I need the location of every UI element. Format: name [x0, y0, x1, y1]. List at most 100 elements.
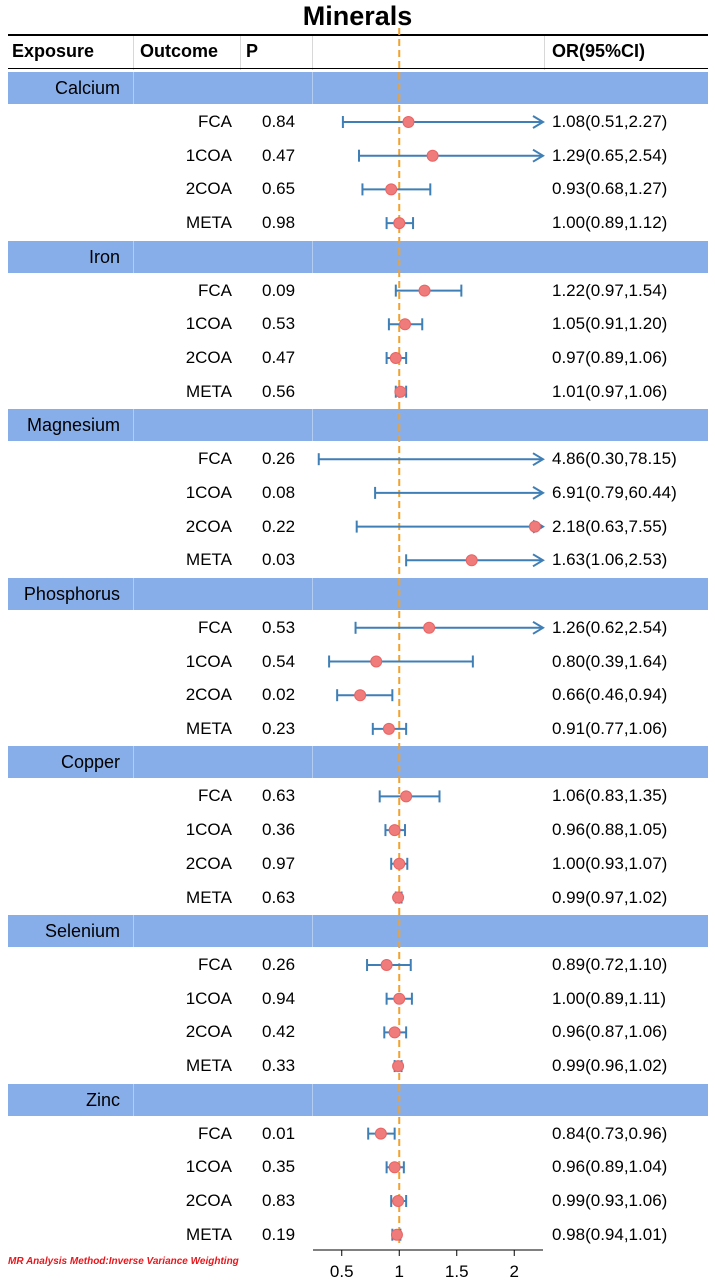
outcome-label: 1COA — [185, 145, 232, 165]
ci-row — [354, 620, 545, 635]
or-ci-value: 2.18(0.63,7.55) — [552, 516, 668, 536]
or-ci-value: 1.00(0.89,1.12) — [552, 213, 668, 233]
band-separator — [312, 409, 313, 442]
or-ci-value: 6.91(0.79,60.44) — [552, 482, 677, 502]
point-estimate — [528, 520, 541, 533]
x-tick-label: 2 — [510, 1262, 519, 1281]
ci-row — [394, 385, 408, 398]
point-estimate — [418, 284, 431, 297]
point-estimate — [394, 385, 407, 398]
ci-row — [385, 1161, 405, 1174]
p-value: 0.02 — [262, 685, 296, 705]
outcome-label: 2COA — [185, 348, 232, 367]
band-separator — [312, 746, 313, 779]
point-estimate — [370, 655, 383, 668]
chart-title: Minerals — [302, 1, 413, 31]
outcome-label: 1COA — [185, 820, 232, 840]
top-rule — [8, 34, 708, 36]
outcome-label: META — [186, 550, 232, 570]
p-value: 0.65 — [262, 179, 296, 199]
header-separator — [312, 36, 313, 70]
p-value: 0.26 — [262, 955, 296, 974]
p-value: 0.53 — [262, 617, 296, 637]
ci-row — [336, 689, 394, 702]
point-estimate — [393, 217, 406, 230]
ci-arrow-high — [532, 115, 545, 129]
point-estimate — [400, 790, 413, 803]
or-ci-value: 1.00(0.93,1.07) — [552, 853, 668, 873]
point-estimate — [374, 1127, 387, 1140]
band-separator — [312, 577, 313, 610]
or-ci-value: 0.80(0.39,1.64) — [552, 651, 668, 671]
band-separator — [312, 72, 313, 104]
outcome-label: 1COA — [185, 988, 232, 1008]
point-estimate — [426, 149, 439, 162]
point-estimate — [389, 352, 402, 364]
outcome-label: 2COA — [185, 179, 232, 199]
p-value: 0.42 — [262, 1022, 296, 1042]
outcome-label: 2COA — [185, 1022, 232, 1042]
point-estimate — [388, 824, 401, 837]
p-value: 0.23 — [262, 718, 296, 738]
or-ci-value: 1.63(1.06,2.53) — [552, 550, 668, 570]
or-ci-value: 0.97(0.89,1.06) — [552, 348, 668, 367]
point-estimate — [382, 722, 395, 735]
header-exposure: Exposure — [12, 41, 95, 61]
or-ci-value: 4.86(0.30,78.15) — [552, 449, 677, 469]
ci-arrow-high — [532, 553, 545, 568]
group-band: Calcium — [8, 72, 708, 104]
ci-row — [385, 352, 408, 364]
band-separator — [133, 72, 134, 104]
outcome-label: FCA — [198, 280, 232, 300]
p-value: 0.84 — [262, 112, 296, 131]
exposure-label: Zinc — [85, 1089, 120, 1110]
band-separator — [133, 240, 134, 273]
point-estimate — [393, 992, 406, 1005]
group-band: Magnesium — [8, 409, 708, 442]
group-band: Copper — [8, 746, 708, 779]
ci-arrow-high — [532, 452, 545, 467]
ci-row — [378, 790, 441, 803]
outcome-label: META — [186, 887, 232, 907]
or-ci-value: 0.99(0.93,1.06) — [552, 1191, 668, 1210]
outcome-label: META — [186, 1056, 232, 1076]
p-value: 0.98 — [262, 213, 296, 233]
point-estimate — [380, 959, 393, 971]
band-separator — [312, 1083, 313, 1116]
ci-row — [361, 183, 432, 196]
exposure-label: Magnesium — [26, 415, 120, 436]
p-value: 0.09 — [262, 280, 296, 300]
or-ci-value: 0.84(0.73,0.96) — [552, 1123, 668, 1143]
x-tick-label: 0.5 — [330, 1262, 354, 1281]
p-value: 0.83 — [262, 1191, 296, 1210]
x-tick-label: 1.5 — [445, 1262, 469, 1281]
outcome-label: 2COA — [185, 853, 232, 873]
or-ci-value: 0.96(0.87,1.06) — [552, 1022, 668, 1042]
p-value: 0.03 — [262, 550, 296, 570]
or-ci-value: 1.29(0.65,2.54) — [552, 145, 668, 165]
point-estimate — [393, 857, 406, 870]
or-ci-value: 1.26(0.62,2.54) — [552, 617, 668, 637]
band-separator — [133, 746, 134, 779]
outcome-label: FCA — [198, 1123, 232, 1143]
point-estimate — [388, 1026, 401, 1039]
ci-row — [328, 655, 474, 668]
group-band: Iron — [8, 240, 708, 273]
outcome-label: 1COA — [185, 482, 232, 502]
header-outcome: Outcome — [140, 41, 219, 61]
outcome-label: META — [186, 1224, 232, 1244]
ci-row — [367, 1127, 396, 1140]
or-ci-value: 0.91(0.77,1.06) — [552, 718, 668, 738]
or-ci-value: 0.66(0.46,0.94) — [552, 685, 668, 705]
exposure-label: Selenium — [44, 921, 120, 941]
point-estimate — [388, 1161, 401, 1174]
ci-row — [390, 857, 409, 870]
outcome-label: FCA — [198, 617, 232, 637]
point-estimate — [385, 183, 398, 196]
header-rule — [8, 68, 708, 69]
or-ci-value: 0.96(0.88,1.05) — [552, 820, 668, 840]
point-estimate — [465, 554, 478, 567]
band-separator — [133, 1083, 134, 1116]
ci-row — [384, 824, 406, 837]
